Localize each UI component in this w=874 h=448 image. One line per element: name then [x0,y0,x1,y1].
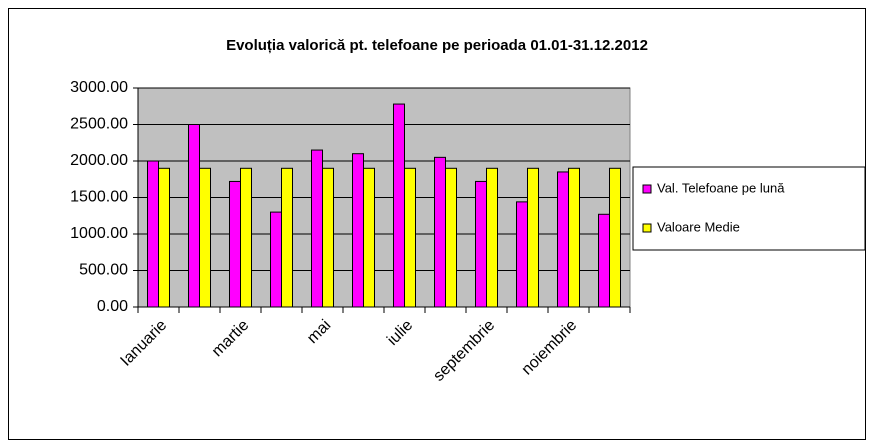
legend-label: Val. Telefoane pe lună [657,180,785,195]
bar [393,103,405,308]
bar [598,213,610,308]
legend-swatch [642,184,652,194]
bar [322,167,334,308]
bar [557,171,569,308]
bar [609,167,621,308]
bar [229,180,241,308]
y-tick-label: 2000.00 [70,152,128,169]
bar [527,167,539,308]
legend-swatch [642,223,652,233]
legend-box [632,166,866,251]
bar [404,167,416,308]
bar [158,167,170,308]
legend-label: Valoare Medie [657,219,740,234]
bar [363,167,375,308]
bar [311,149,323,308]
bar [568,167,580,308]
y-tick-label: 500.00 [79,262,128,279]
bar [475,180,487,308]
chart-title: Evoluția valorică pt. telefoane pe perio… [226,37,648,54]
bar [445,167,457,308]
y-tick-label: 3000.00 [70,79,128,96]
y-tick-label: 1000.00 [70,225,128,242]
bar [188,124,200,308]
bar [199,167,211,308]
bar [147,160,159,308]
bar [434,156,446,308]
y-tick-label: 1500.00 [70,189,128,206]
bar [281,167,293,308]
bar [352,153,364,308]
y-tick-label: 0.00 [97,298,128,315]
bar [240,167,252,308]
bar [486,167,498,308]
bar [516,201,528,308]
bar [270,211,282,308]
y-tick-label: 2500.00 [70,116,128,133]
